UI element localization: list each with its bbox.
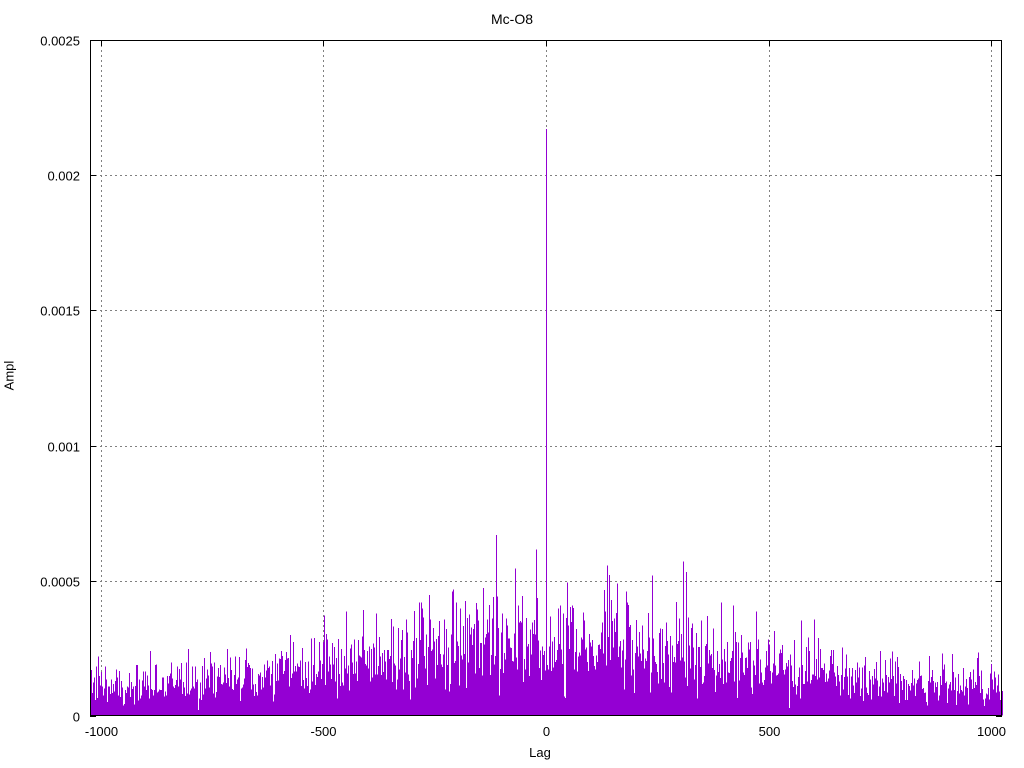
svg-text:0: 0 [543, 724, 550, 739]
svg-text:-1000: -1000 [85, 724, 118, 739]
svg-text:0: 0 [73, 710, 80, 725]
plot-frame [90, 40, 1002, 716]
svg-text:0.001: 0.001 [47, 440, 80, 455]
svg-text:0.0005: 0.0005 [40, 575, 80, 590]
svg-text:0.0015: 0.0015 [40, 304, 80, 319]
svg-text:-500: -500 [310, 724, 336, 739]
svg-text:1000: 1000 [977, 724, 1006, 739]
svg-text:500: 500 [759, 724, 781, 739]
svg-text:0.0025: 0.0025 [40, 34, 80, 49]
svg-text:0.002: 0.002 [47, 169, 80, 184]
axis-tick-labels: 0 0.0005 0.001 0.0015 0.002 0.0025 -1000 -500 0 5… [40, 34, 1006, 740]
chart-title: Mc-O8 [491, 11, 533, 27]
y-axis-label: Ampl [1, 360, 17, 391]
data-series-impulses [89, 129, 1004, 716]
x-axis-label: Lag [529, 745, 551, 760]
